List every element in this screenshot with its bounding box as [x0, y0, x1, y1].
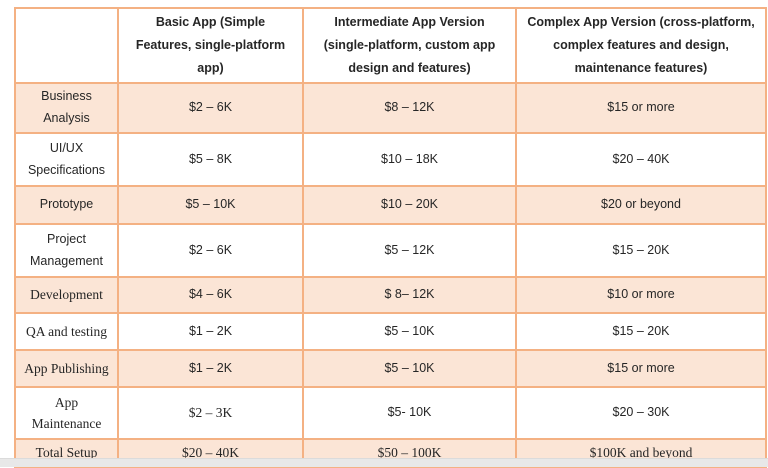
row-header: App Maintenance — [14, 386, 119, 441]
cell-basic: $2 – 6K — [117, 82, 304, 135]
row-header: QA and testing — [14, 312, 119, 352]
table-row-development: Development $4 – 6K $ 8– 12K $10 or more — [14, 276, 767, 315]
table-row-qa-and-testing: QA and testing $1 – 2K $5 – 10K $15 – 20… — [14, 312, 767, 352]
row-header: UI/UX Specifications — [14, 132, 119, 188]
cell-intermediate: $5 – 10K — [302, 312, 517, 352]
cell-basic: $1 – 2K — [117, 312, 304, 352]
cell-complex: $15 or more — [515, 349, 767, 389]
table-row-project-management: Project Management $2 – 6K $5 – 12K $15 … — [14, 223, 767, 279]
row-header: Project Management — [14, 223, 119, 279]
cell-intermediate: $5 – 12K — [302, 223, 517, 279]
cell-complex: $20 or beyond — [515, 185, 767, 226]
row-header: App Publishing — [14, 349, 119, 389]
cell-basic: $1 – 2K — [117, 349, 304, 389]
header-row: Basic App (Simple Features, single-platf… — [14, 6, 767, 85]
cell-intermediate: $5 – 10K — [302, 349, 517, 389]
table-row-uiux-specifications: UI/UX Specifications $5 – 8K $10 – 18K $… — [14, 132, 767, 188]
app-cost-pricing-table: Basic App (Simple Features, single-platf… — [14, 6, 767, 468]
cell-complex: $15 – 20K — [515, 223, 767, 279]
header-complex-app: Complex App Version (cross-platform, com… — [515, 6, 767, 85]
cell-complex: $15 or more — [515, 82, 767, 135]
window-bottom-edge — [0, 458, 768, 467]
cell-intermediate: $10 – 18K — [302, 132, 517, 188]
table-row-app-maintenance: App Maintenance $2 – 3K $5- 10K $20 – 30… — [14, 386, 767, 441]
table-row-app-publishing: App Publishing $1 – 2K $5 – 10K $15 or m… — [14, 349, 767, 389]
table-row-prototype: Prototype $5 – 10K $10 – 20K $20 or beyo… — [14, 185, 767, 226]
row-header: Prototype — [14, 185, 119, 226]
header-basic-app: Basic App (Simple Features, single-platf… — [117, 6, 304, 85]
table-row-business-analysis: Business Analysis $2 – 6K $8 – 12K $15 o… — [14, 82, 767, 135]
cell-complex: $10 or more — [515, 276, 767, 315]
cell-basic: $4 – 6K — [117, 276, 304, 315]
header-empty-cell — [14, 6, 119, 85]
cell-complex: $20 – 40K — [515, 132, 767, 188]
row-header: Development — [14, 276, 119, 315]
cell-basic: $5 – 10K — [117, 185, 304, 226]
cell-complex: $20 – 30K — [515, 386, 767, 441]
cell-basic: $2 – 6K — [117, 223, 304, 279]
cell-basic: $2 – 3K — [117, 386, 304, 441]
header-intermediate-app: Intermediate App Version (single-platfor… — [302, 6, 517, 85]
cell-complex: $15 – 20K — [515, 312, 767, 352]
cell-intermediate: $8 – 12K — [302, 82, 517, 135]
cell-intermediate: $5- 10K — [302, 386, 517, 441]
cell-intermediate: $10 – 20K — [302, 185, 517, 226]
row-header: Business Analysis — [14, 82, 119, 135]
cell-intermediate: $ 8– 12K — [302, 276, 517, 315]
cell-basic: $5 – 8K — [117, 132, 304, 188]
